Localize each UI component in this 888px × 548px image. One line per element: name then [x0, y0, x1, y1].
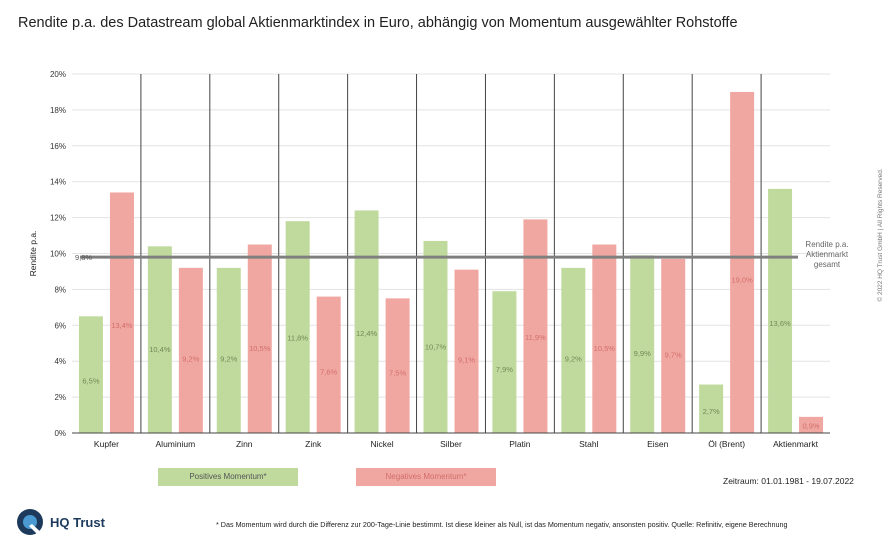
bar-data-label: 9,7% [665, 351, 682, 360]
reference-line-annotation: gesamt [814, 260, 841, 269]
bar [285, 221, 310, 433]
bar [523, 219, 548, 433]
bar-data-label: 9,2% [220, 355, 237, 364]
x-tick-label: Aluminium [156, 439, 196, 449]
bar-data-label: 0,9% [802, 422, 819, 431]
y-tick-label: 8% [54, 285, 66, 294]
copyright-note: © 2022 HQ Trust GmbH | All Rights Reserv… [877, 168, 884, 302]
bar-data-label: 9,2% [565, 355, 582, 364]
x-tick-label: Zinn [236, 439, 253, 449]
hq-trust-logo-mark [17, 509, 44, 535]
bar [699, 384, 724, 433]
x-tick-label: Platin [509, 439, 531, 449]
bar-data-label: 10,7% [425, 343, 447, 352]
bar [78, 316, 103, 433]
y-tick-label: 14% [50, 178, 66, 187]
y-tick-label: 6% [54, 321, 66, 330]
bar [492, 291, 517, 433]
bar [454, 269, 479, 433]
reference-line-value-label: 9,8% [75, 253, 92, 262]
bar-data-label: 9,2% [182, 355, 199, 364]
bar-data-label: 11,8% [287, 334, 308, 343]
bar [561, 267, 586, 433]
chart-title: Rendite p.a. des Datastream global Aktie… [18, 15, 738, 31]
bar-data-label: 7,5% [389, 368, 406, 377]
reference-line-annotation: Rendite p.a. [805, 240, 848, 249]
bar [423, 240, 448, 433]
bar-data-label: 6,5% [82, 376, 99, 385]
bar [147, 246, 172, 433]
bar-data-label: 9,1% [458, 355, 475, 364]
bar [109, 192, 134, 433]
reference-line-annotation: Aktienmarkt [806, 250, 849, 259]
bar [592, 244, 617, 433]
y-tick-label: 10% [50, 250, 66, 259]
legend-negative-momentum: Negatives Momentum* [356, 468, 496, 486]
bar [178, 267, 203, 433]
legend-positive-momentum: Positives Momentum* [158, 468, 298, 486]
hq-trust-logo: HQ Trust [16, 508, 105, 536]
y-tick-label: 4% [54, 357, 66, 366]
x-tick-label: Aktienmarkt [773, 439, 819, 449]
bar-data-label: 7,6% [320, 368, 337, 377]
bar [799, 416, 824, 433]
bar-data-label: 11,9% [525, 333, 546, 342]
bar-data-label: 7,9% [496, 365, 513, 374]
x-tick-label: Kupfer [94, 439, 119, 449]
x-tick-label: Silber [440, 439, 462, 449]
bar-data-label: 9,9% [634, 349, 651, 358]
bar [630, 255, 655, 433]
x-tick-label: Zink [305, 439, 322, 449]
bar [316, 296, 341, 433]
bar [730, 91, 755, 433]
bar [768, 188, 793, 433]
bar-data-label: 13,6% [769, 319, 791, 328]
y-tick-label: 12% [50, 214, 66, 223]
bar [661, 258, 686, 433]
bar-data-label: 13,4% [111, 321, 133, 330]
brand-name: HQ Trust [50, 514, 105, 530]
y-tick-label: 2% [54, 393, 66, 402]
bar-data-label: 10,4% [149, 345, 171, 354]
x-tick-label: Öl (Brent) [708, 439, 745, 449]
x-tick-label: Stahl [579, 439, 598, 449]
bar-data-label: 19,0% [731, 276, 753, 285]
y-tick-label: 0% [54, 429, 66, 438]
bar-data-label: 10,5% [594, 344, 616, 353]
y-tick-label: 18% [50, 106, 66, 115]
x-tick-label: Eisen [647, 439, 669, 449]
y-axis-title: Rendite p.a. [28, 231, 38, 277]
bar [216, 267, 241, 433]
bar [247, 244, 272, 433]
footnote: * Das Momentum wird durch die Differenz … [216, 520, 788, 529]
y-tick-label: 16% [50, 142, 66, 151]
bar [354, 210, 379, 433]
bar-data-label: 2,7% [703, 407, 720, 416]
bar-data-label: 10,5% [249, 344, 271, 353]
bar-data-label: 12,4% [356, 329, 378, 338]
bar [385, 298, 410, 433]
period-label: Zeitraum: 01.01.1981 - 19.07.2022 [723, 476, 854, 486]
x-tick-label: Nickel [371, 439, 394, 449]
y-tick-label: 20% [50, 70, 66, 79]
